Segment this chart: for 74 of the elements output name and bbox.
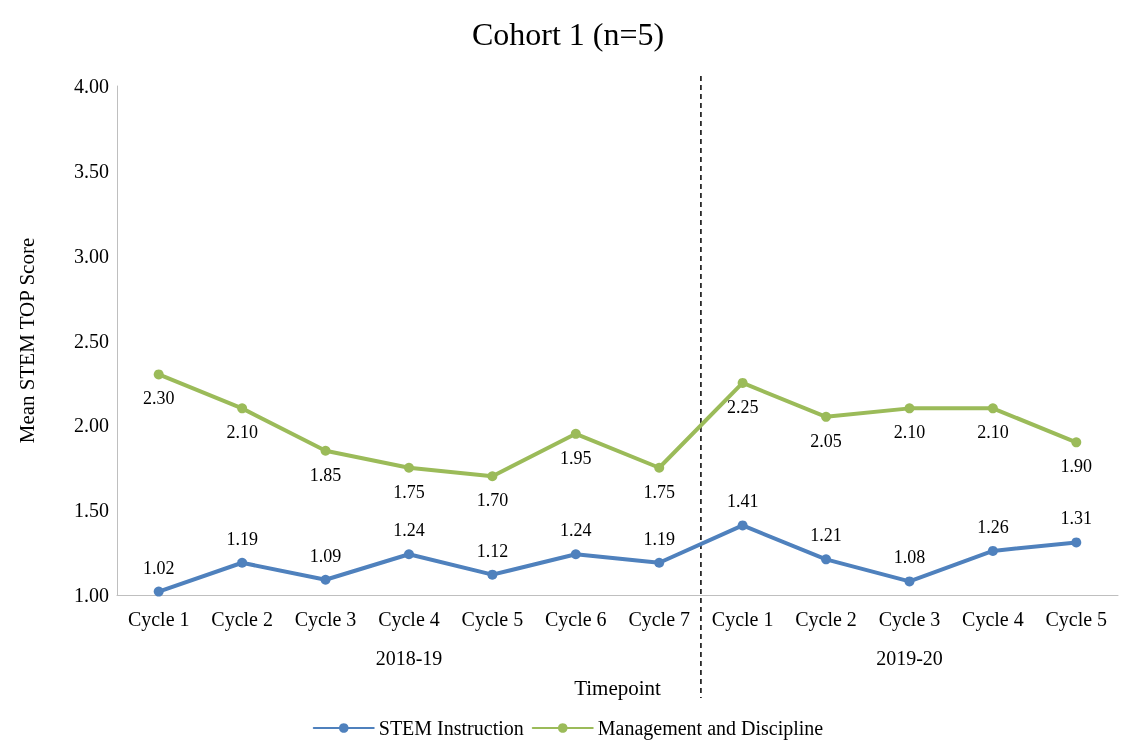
data-label: 1.90 [1060, 456, 1093, 477]
data-label: 1.19 [226, 528, 258, 549]
point [153, 369, 164, 380]
legend-label: STEM Instruction [378, 717, 524, 739]
data-label: 2.05 [810, 430, 842, 451]
x-tick-label: Cycle 5 [1045, 608, 1108, 631]
data-label: 1.24 [393, 520, 425, 541]
x-tick-label: Cycle 4 [962, 608, 1024, 631]
y-tick-label: 4.00 [74, 75, 109, 97]
text: 2019-20 [876, 647, 943, 669]
data-label: 1.19 [643, 528, 675, 549]
point [320, 445, 331, 456]
data-label: 1.75 [393, 481, 425, 502]
x-tick-label: Cycle 4 [378, 608, 440, 631]
point [654, 462, 665, 473]
point [403, 462, 414, 473]
point [487, 569, 498, 580]
data-label: 2.30 [142, 388, 175, 409]
data-label: 1.24 [560, 520, 592, 541]
data-label: 1.75 [643, 481, 675, 502]
data-label: 1.95 [560, 447, 592, 468]
x-tick-label: Cycle 2 [795, 608, 857, 631]
point [237, 557, 248, 568]
point [570, 428, 581, 439]
point [237, 403, 248, 414]
point [654, 557, 665, 568]
data-label: 1.85 [309, 464, 342, 485]
legend-label: Management and Discipline [597, 717, 824, 740]
y-tick-label: 2.00 [74, 414, 109, 437]
point [320, 574, 331, 585]
data-label: 1.26 [977, 516, 1009, 537]
data-label: 2.25 [726, 396, 759, 417]
point [1071, 437, 1082, 448]
x-tick-label: Cycle 2 [211, 608, 273, 631]
text: 2018-19 [375, 647, 443, 669]
data-label: 1.21 [810, 525, 842, 546]
point [987, 545, 998, 556]
y-tick-label: 1.50 [74, 499, 109, 522]
x-tick-label: Cycle 3 [878, 608, 941, 631]
x-tick-label: Cycle 6 [544, 608, 607, 631]
point [737, 377, 748, 388]
chart-title: Cohort 1 (n=5) [471, 16, 665, 52]
point [737, 520, 748, 531]
y-tick-label: 2.50 [74, 329, 109, 352]
point [570, 549, 581, 560]
x-tick-label: Cycle 7 [628, 608, 691, 631]
y-tick-label: 3.50 [74, 159, 109, 182]
x-axis-title: Timepoint [574, 675, 662, 700]
data-label: 2.10 [977, 422, 1009, 443]
data-label: 1.70 [476, 490, 509, 511]
point [904, 403, 915, 414]
x-tick-label: Cycle 5 [461, 608, 524, 631]
point [821, 554, 832, 565]
point [1071, 537, 1082, 548]
point [904, 576, 915, 587]
data-label: 1.02 [142, 557, 175, 578]
point [821, 411, 832, 422]
data-label: 1.09 [309, 545, 342, 566]
data-label: 1.41 [726, 491, 759, 512]
data-label: 2.10 [893, 422, 926, 443]
data-label: 1.12 [476, 540, 509, 561]
point [987, 403, 998, 414]
data-label: 1.08 [893, 547, 926, 568]
data-label: 2.10 [226, 422, 258, 443]
y-tick-label: 3.00 [74, 244, 109, 267]
point [487, 471, 498, 482]
point [403, 549, 414, 560]
y-axis-title: Mean STEM TOP Score [14, 237, 39, 444]
x-tick-label: Cycle 1 [127, 608, 190, 631]
data-label: 1.31 [1060, 508, 1093, 529]
point [153, 586, 164, 597]
y-tick-label: 1.00 [74, 584, 109, 606]
x-tick-label: Cycle 1 [711, 608, 774, 631]
x-tick-label: Cycle 3 [294, 608, 357, 631]
